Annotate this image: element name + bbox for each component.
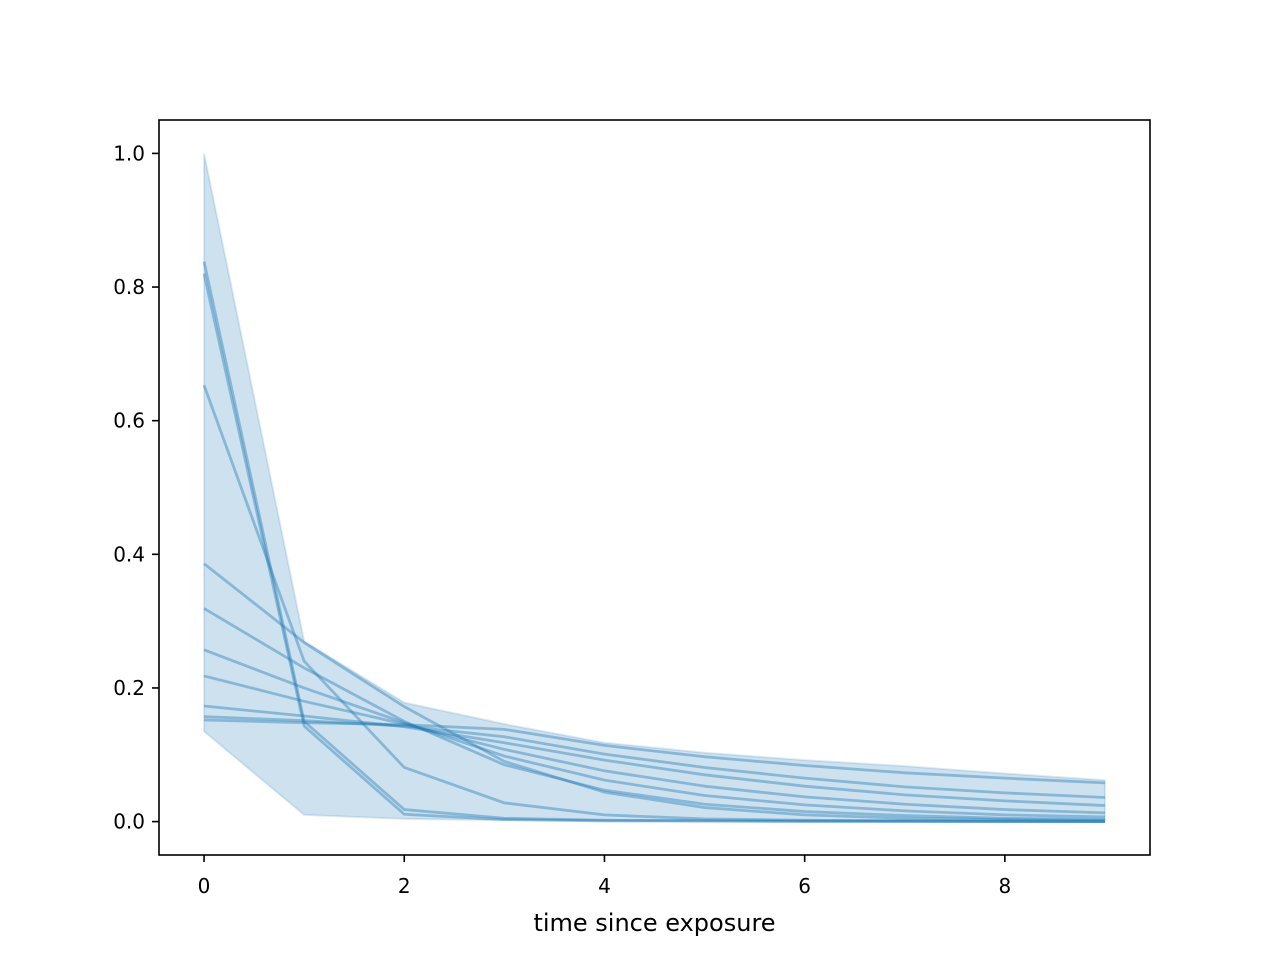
curve-draw-8 [203, 704, 1106, 807]
curve-draw-1 [202, 261, 1105, 823]
curve-draw-3 [202, 384, 1105, 823]
curve-draw-10 [204, 718, 1106, 785]
x-tick-label: 0 [198, 874, 211, 898]
x-axis-label: time since exposure [533, 909, 776, 937]
x-tick-label: 8 [998, 874, 1011, 898]
y-tick-label: 0.6 [113, 409, 145, 433]
y-tick-label: 0.8 [113, 275, 145, 299]
x-tick-label: 6 [798, 874, 811, 898]
y-tick-label: 0.2 [113, 676, 145, 700]
x-tick-label: 2 [398, 874, 411, 898]
envelope-band [203, 153, 1106, 822]
curve-draw-4 [203, 562, 1105, 822]
curve-draw-2 [202, 273, 1105, 823]
y-tick-label: 1.0 [113, 141, 145, 165]
axes-spines [158, 119, 1151, 856]
y-tick-label: 0.0 [113, 810, 145, 834]
curve-draw-9 [203, 715, 1106, 799]
x-tick-label: 4 [598, 874, 611, 898]
curve-draw-5 [203, 607, 1105, 821]
y-tick-label: 0.4 [113, 542, 145, 566]
curve-draw-6 [203, 648, 1105, 819]
curve-draw-7 [203, 674, 1106, 815]
